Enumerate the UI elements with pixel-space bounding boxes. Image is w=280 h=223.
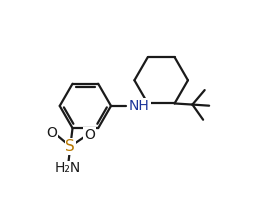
Text: NH: NH xyxy=(129,99,150,113)
Text: O: O xyxy=(84,128,95,142)
Text: O: O xyxy=(46,126,57,140)
Text: H₂N: H₂N xyxy=(55,161,81,175)
Text: S: S xyxy=(66,139,75,154)
